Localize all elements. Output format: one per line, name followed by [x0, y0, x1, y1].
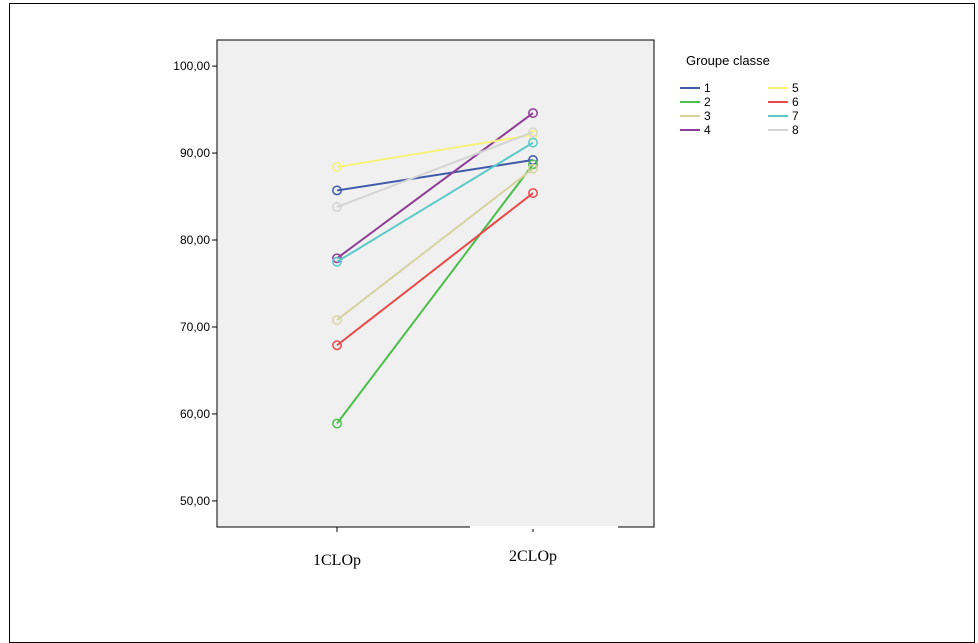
series-2 [332, 159, 538, 429]
series-line [336, 163, 534, 425]
data-point [332, 315, 342, 325]
series-8 [332, 127, 538, 212]
x-category-label: 2CLOp [509, 548, 557, 565]
legend-item-3: 3 [680, 109, 711, 123]
y-tick-label: 100,00 [173, 59, 210, 73]
y-tick-label: 60,00 [180, 407, 210, 421]
data-point [528, 163, 538, 174]
y-tick-label: 80,00 [180, 233, 210, 247]
legend-item-7: 7 [768, 109, 799, 123]
series-line [336, 133, 534, 168]
series-line [336, 112, 534, 260]
legend-item-4: 4 [680, 123, 711, 137]
legend-label: 7 [792, 109, 799, 123]
axis-gap [470, 526, 618, 529]
series-7 [332, 137, 538, 267]
series-line [336, 141, 534, 263]
legend-label: 2 [704, 95, 711, 109]
chart: 50,00 60,00 70,00 80,00 90,00 100,00 1CLOp 2CL… [173, 39, 799, 569]
data-point [332, 185, 342, 196]
legend-label: 8 [792, 123, 799, 137]
legend-item-5: 5 [768, 81, 799, 95]
data-point [332, 418, 342, 429]
legend-label: 1 [704, 81, 711, 95]
series-line [336, 131, 534, 208]
series-layer [332, 108, 538, 429]
data-point [528, 188, 538, 199]
plot-area [216, 39, 655, 528]
data-point [528, 137, 538, 148]
y-tick-label: 70,00 [180, 320, 210, 334]
data-point [332, 256, 342, 267]
legend-item-8: 8 [768, 123, 799, 137]
legend-label: 5 [792, 81, 799, 95]
legend-item-2: 2 [680, 95, 711, 109]
data-point [528, 127, 538, 138]
x-category-label: 1CLOp [313, 552, 361, 569]
legend-item-1: 1 [680, 81, 711, 95]
data-point [528, 108, 538, 119]
y-axis: 50,00 60,00 70,00 80,00 90,00 100,00 [173, 59, 217, 508]
legend-label: 6 [792, 95, 799, 109]
series-3 [332, 163, 538, 325]
data-point [332, 202, 342, 212]
y-tick-label: 90,00 [180, 146, 210, 160]
series-line [336, 192, 534, 347]
legend-item-6: 6 [768, 95, 799, 109]
data-point [528, 159, 538, 170]
data-point [332, 340, 342, 351]
legend-title: Groupe classe [686, 53, 770, 68]
legend-label: 4 [704, 123, 711, 137]
y-tick-label: 50,00 [180, 494, 210, 508]
series-6 [332, 188, 538, 351]
series-line [336, 167, 534, 321]
series-line [336, 159, 534, 192]
data-point [332, 162, 342, 172]
legend-label: 3 [704, 109, 711, 123]
x-axis: 1CLOp 2CLOp [313, 526, 618, 569]
